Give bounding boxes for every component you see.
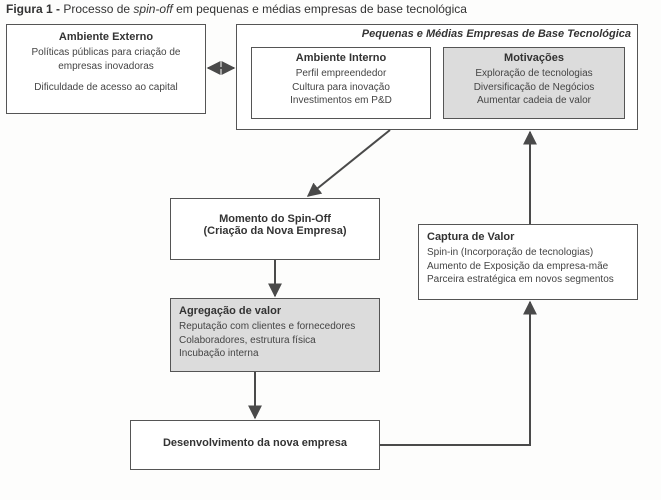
agregacao-line3: Incubação interna bbox=[179, 347, 371, 361]
ambiente-externo-line3: Dificuldade de acesso ao capital bbox=[11, 81, 201, 95]
caption-prefix: Figura 1 - bbox=[6, 2, 63, 16]
ambiente-interno-line3: Investimentos em P&D bbox=[256, 94, 426, 108]
arrow-pme-momento bbox=[308, 130, 390, 196]
caption-text1: Processo de bbox=[63, 2, 133, 16]
motivacoes-line1: Exploração de tecnologias bbox=[448, 67, 620, 81]
caption-italic: spin-off bbox=[133, 2, 172, 16]
ambiente-interno-title: Ambiente Interno bbox=[256, 52, 426, 64]
momento-title1: Momento do Spin-Off bbox=[177, 213, 373, 225]
motivacoes-line3: Aumentar cadeia de valor bbox=[448, 94, 620, 108]
captura-line1: Spin-in (Incorporação de tecnologias) bbox=[427, 246, 629, 260]
ambiente-interno-line1: Perfil empreendedor bbox=[256, 67, 426, 81]
captura-line3: Parceira estratégica em novos segmentos bbox=[427, 273, 629, 287]
agregacao-line1: Reputação com clientes e fornecedores bbox=[179, 320, 371, 334]
motivacoes-title: Motivações bbox=[448, 52, 620, 64]
agregacao-title: Agregação de valor bbox=[179, 305, 371, 317]
arrow-desenvolvimento-captura bbox=[380, 302, 530, 445]
box-pme-container: Pequenas e Médias Empresas de Base Tecno… bbox=[236, 24, 638, 130]
box-agregacao-valor: Agregação de valor Reputação com cliente… bbox=[170, 298, 380, 372]
captura-line2: Aumento de Exposição da empresa-mãe bbox=[427, 260, 629, 274]
box-ambiente-interno: Ambiente Interno Perfil empreendedor Cul… bbox=[251, 47, 431, 119]
box-motivacoes: Motivações Exploração de tecnologias Div… bbox=[443, 47, 625, 119]
box-ambiente-externo: Ambiente Externo Políticas públicas para… bbox=[6, 24, 206, 114]
momento-title2: (Criação da Nova Empresa) bbox=[177, 225, 373, 237]
ambiente-interno-line2: Cultura para inovação bbox=[256, 81, 426, 95]
figure-caption: Figura 1 - Processo de spin-off em peque… bbox=[6, 2, 467, 16]
captura-title: Captura de Valor bbox=[427, 231, 629, 243]
box-captura-valor: Captura de Valor Spin-in (Incorporação d… bbox=[418, 224, 638, 300]
ambiente-externo-line1: Políticas públicas para criação de bbox=[11, 46, 201, 60]
agregacao-line2: Colaboradores, estrutura física bbox=[179, 334, 371, 348]
desenvolvimento-title: Desenvolvimento da nova empresa bbox=[137, 437, 373, 449]
box-momento-spinoff: Momento do Spin-Off (Criação da Nova Emp… bbox=[170, 198, 380, 260]
pme-container-label: Pequenas e Médias Empresas de Base Tecno… bbox=[362, 28, 631, 40]
box-desenvolvimento: Desenvolvimento da nova empresa bbox=[130, 420, 380, 470]
ambiente-externo-title: Ambiente Externo bbox=[11, 31, 201, 43]
ambiente-externo-line2: empresas inovadoras bbox=[11, 60, 201, 74]
motivacoes-line2: Diversificação de Negócios bbox=[448, 81, 620, 95]
caption-text2: em pequenas e médias empresas de base te… bbox=[173, 2, 467, 16]
